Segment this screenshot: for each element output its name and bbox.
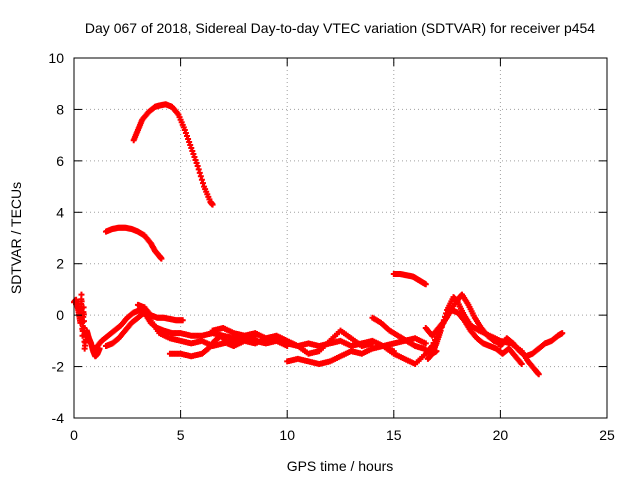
data-point: [518, 361, 525, 367]
data-point: [369, 340, 376, 347]
data-point: [196, 169, 203, 176]
data-point: [437, 327, 444, 334]
data-point: [440, 317, 447, 324]
x-tick-label: 0: [70, 427, 78, 443]
data-point: [422, 281, 429, 288]
data-points: [71, 101, 566, 378]
x-tick-label: 10: [279, 427, 295, 443]
data-point: [422, 340, 429, 347]
series-arc-e: [209, 325, 376, 357]
y-tick-label: 10: [48, 50, 64, 66]
data-point: [438, 324, 445, 331]
data-point: [158, 255, 165, 262]
grid-lines: [74, 58, 607, 418]
series-arc-a: [92, 304, 186, 352]
y-tick-label: 2: [56, 256, 64, 272]
y-tick-label: 4: [56, 204, 64, 220]
x-tick-label: 5: [177, 427, 185, 443]
x-tick-label: 15: [386, 427, 402, 443]
y-tick-label: -2: [52, 359, 65, 375]
data-point: [209, 201, 216, 208]
x-axis-label: GPS time / hours: [287, 458, 394, 474]
y-tick-label: 8: [56, 101, 64, 117]
series-arc-k: [497, 330, 566, 360]
data-point: [80, 304, 87, 311]
data-point: [78, 298, 85, 305]
y-axis-label: SDTVAR / TECUs: [8, 182, 24, 294]
x-tick-label: 20: [493, 427, 509, 443]
data-point: [80, 318, 87, 325]
series-arc-mid: [102, 224, 165, 262]
data-point: [439, 320, 446, 327]
data-point: [559, 330, 566, 337]
data-point: [80, 311, 87, 318]
series-arc-high: [130, 101, 216, 208]
plot-frame: [73, 57, 608, 419]
x-tick-label: 25: [599, 427, 615, 443]
y-axis-ticks: -4 -2 0 2 4 6 8 10: [48, 50, 607, 426]
x-axis-ticks: 0 5 10 15 20 25: [70, 58, 615, 443]
data-point: [195, 166, 202, 173]
data-point: [179, 317, 186, 324]
data-point: [194, 163, 201, 169]
data-point: [443, 310, 450, 317]
y-tick-label: -4: [52, 410, 65, 426]
y-tick-label: 0: [56, 307, 64, 323]
data-point: [284, 343, 291, 349]
y-tick-label: 6: [56, 153, 64, 169]
series-arc-f: [284, 343, 397, 367]
series-arc-d: [166, 332, 291, 360]
data-point: [198, 176, 205, 183]
data-point: [441, 313, 448, 320]
data-point: [197, 173, 204, 180]
series-arc-15h: [390, 271, 429, 288]
series-arc-i: [422, 307, 525, 367]
data-point: [78, 291, 85, 298]
data-point: [199, 180, 206, 187]
chart-title: Day 067 of 2018, Sidereal Day-to-day VTE…: [85, 20, 595, 36]
data-point: [535, 371, 542, 378]
